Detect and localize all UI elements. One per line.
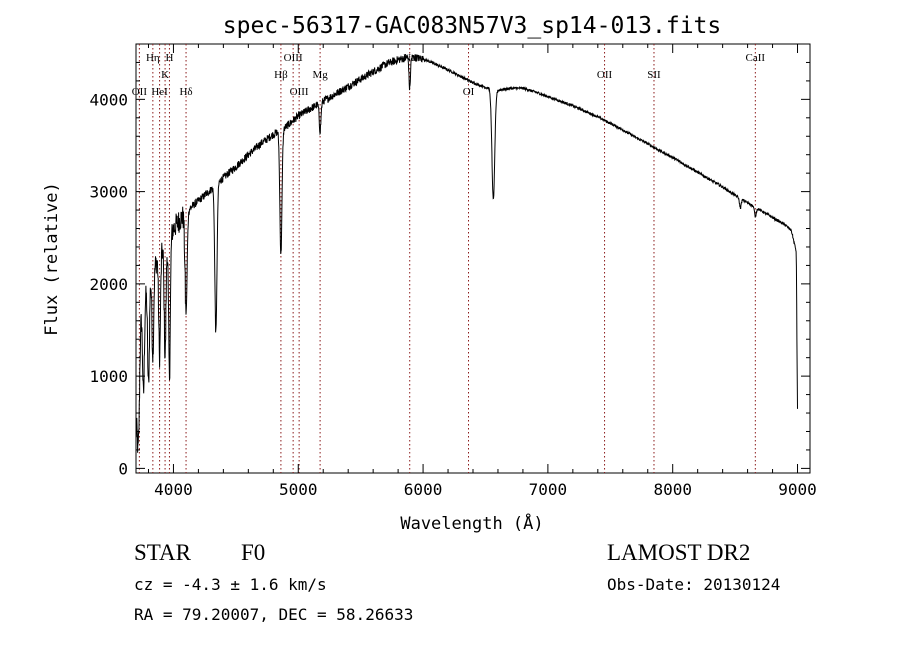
survey-name: LAMOST DR2 <box>607 540 750 565</box>
observation-date: Obs-Date: 20130124 <box>607 575 780 594</box>
x-tick-label: 4000 <box>154 480 193 499</box>
line-marker-label: H <box>165 52 173 64</box>
spectral-line-markers <box>138 44 756 473</box>
object-class: STAR <box>134 540 192 565</box>
plot-frame <box>135 43 811 474</box>
line-marker-label: OI <box>463 86 475 98</box>
y-tick-label: 4000 <box>89 90 128 109</box>
line-marker-label: OIII <box>290 86 309 98</box>
spectrum-series <box>135 53 798 453</box>
x-tick-label: 9000 <box>778 480 817 499</box>
redshift-cz: cz = -4.3 ± 1.6 km/s <box>134 575 327 594</box>
line-marker-label: OIII <box>284 52 303 64</box>
line-marker-label: K <box>161 69 169 81</box>
y-tick-label: 0 <box>118 459 128 478</box>
chart-title: spec-56317-GAC083N57V3_sp14-013.fits <box>223 13 722 39</box>
line-marker-label: Hβ <box>274 69 288 81</box>
coordinates: RA = 79.20007, DEC = 58.26633 <box>134 605 413 624</box>
y-tick-label: 1000 <box>89 367 128 386</box>
line-marker-label: Hη <box>146 52 160 64</box>
x-axis-ticks: 4000 5000 6000 7000 8000 9000 <box>147 44 817 499</box>
line-marker-label: Hδ <box>179 86 192 98</box>
line-marker-label: HeI <box>151 86 168 98</box>
line-marker-label: SII <box>647 69 661 81</box>
y-axis-ticks: 0 1000 2000 3000 4000 <box>89 61 810 478</box>
line-marker-label: Mg <box>312 69 328 81</box>
y-tick-label: 2000 <box>89 275 128 294</box>
y-tick-label: 3000 <box>89 183 128 202</box>
x-tick-label: 6000 <box>404 480 443 499</box>
x-tick-label: 5000 <box>279 480 318 499</box>
line-marker-label: OII <box>597 69 613 81</box>
line-marker-label: OII <box>132 86 148 98</box>
y-axis-label: Flux (relative) <box>42 182 62 336</box>
x-axis-label: Wavelength (Å) <box>400 512 543 534</box>
x-tick-label: 7000 <box>529 480 568 499</box>
spectral-subclass: F0 <box>241 540 265 565</box>
line-marker-label: CaII <box>746 52 766 64</box>
spectrum-line <box>135 53 798 453</box>
x-tick-label: 8000 <box>653 480 692 499</box>
